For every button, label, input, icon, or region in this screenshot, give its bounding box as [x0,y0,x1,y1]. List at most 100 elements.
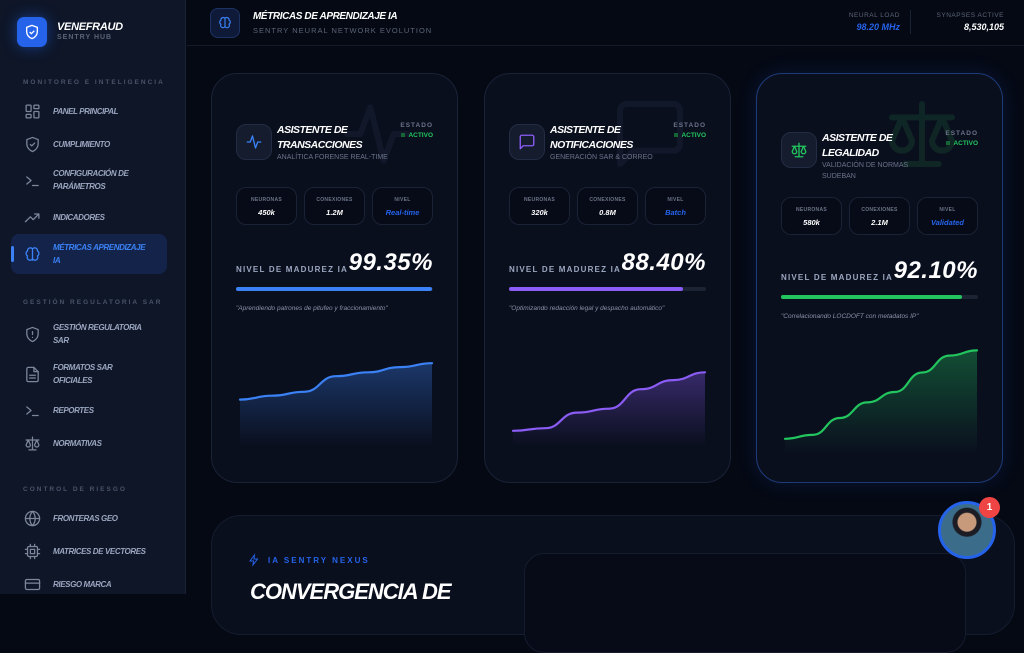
file-icon [11,366,53,383]
sidebar-item-label: PANEL PRINCIPAL [53,106,119,116]
sidebar-item-label: CONFIGURACIÓN DE PARÁMETROS [53,169,129,191]
shield-check-icon [11,136,53,153]
page-subtitle: SENTRY NEURAL NETWORK EVOLUTION [253,26,433,35]
trending-up-icon [11,209,53,226]
sidebar-item-label: REPORTES [53,405,94,415]
level-value: Real-time [385,208,420,217]
sidebar-item-cumplimiento[interactable]: CUMPLIMIENTO [11,134,167,154]
card-quote: "Optimizando redacción legal y despacho … [509,305,665,312]
trend-line [511,371,707,432]
trend-sparkline [511,371,707,446]
status-label: ESTADO [673,122,706,129]
neurons-stat: NEURONAS 580k [781,197,842,235]
status-badge: ACTIVO [400,132,433,139]
ai-assistant-card[interactable]: ASISTENTE DE LEGALIDAD VALIDACIÓN DE NOR… [756,73,1003,483]
maturity-progress-bar [236,287,433,291]
sidebar-section-title: CONTROL DE RIESGO [23,486,127,493]
trend-area [240,363,432,446]
neurons-label: NEURONAS [795,207,827,213]
sidebar-section-title: MONITOREO E INTELIGENCIA [23,79,165,86]
connections-stat: CONEXIONES 0.8M [577,187,638,225]
scale-icon [11,435,53,452]
trend-sparkline [238,362,434,446]
card-subtitle: GENERACIÓN SAR & CORREO [550,154,653,161]
logo-shield-icon[interactable] [17,17,47,47]
status-badge: ACTIVO [945,140,978,147]
sidebar-item-label: MATRICES DE VECTORES [53,546,146,556]
notification-badge[interactable]: 1 [979,497,1000,518]
trend-sparkline [783,349,979,454]
sidebar-item-panel-principal[interactable]: PANEL PRINCIPAL [11,101,167,121]
sidebar-item-reportes[interactable]: REPORTES [11,400,167,420]
synapses-value: 8,530,105 [963,22,1004,32]
neurons-value: 580k [803,218,820,227]
maturity-label: NIVEL DE MADUREZ IA [781,273,893,282]
sidebar-item-indicadores[interactable]: INDICADORES [11,207,167,227]
sidebar-item-configuración-de-parámetros[interactable]: CONFIGURACIÓN DE PARÁMETROS [11,169,167,191]
brain-icon [11,246,53,263]
trend-line [783,349,979,440]
grid-icon [11,103,53,120]
brand-name: VENEFRAUD [57,21,123,33]
maturity-value: 92.10% [893,257,978,284]
sidebar-item-label: INDICADORES [53,212,105,222]
neurons-stat: NEURONAS 320k [509,187,570,225]
sidebar-item-label: MÉTRICAS APRENDIZAJE IA [53,243,146,265]
globe-icon [11,510,53,527]
status: ESTADO ACTIVO [673,122,706,139]
sidebar-item-label: NORMATIVAS [53,438,102,448]
status-label: ESTADO [945,130,978,137]
sidebar-item-label: FORMATOS SAR OFICIALES [53,363,113,385]
neurons-stat: NEURONAS 450k [236,187,297,225]
sidebar-item-label: FRONTERAS GEO [53,513,118,523]
sidebar-item-normativas[interactable]: NORMATIVAS [11,433,167,453]
sidebar-item-matrices-de-vectores[interactable]: MATRICES DE VECTORES [11,541,167,561]
sidebar-item-gestión-regulatoria-sar[interactable]: GESTIÓN REGULATORIA SAR [11,323,167,345]
nexus-label-row: IA SENTRY NEXUS [248,553,370,567]
shield-alert-icon [11,326,53,343]
card-icon [11,576,53,593]
level-label: NIVEL [667,197,684,203]
sidebar-item-métricas-aprendizaje-ia[interactable]: MÉTRICAS APRENDIZAJE IA [11,234,167,274]
nexus-inner-panel [524,553,966,653]
nexus-heading: CONVERGENCIA DE [250,579,452,604]
level-label: NIVEL [939,207,956,213]
page-title: MÉTRICAS DE APRENDIZAJE IA [253,11,398,22]
trend-area [785,350,977,454]
scale-icon-background [882,94,962,179]
sidebar-item-label: RIESGO MARCA [53,579,112,589]
connections-stat: CONEXIONES 2.1M [849,197,910,235]
neural-load-label: NEURAL LOAD [848,12,900,19]
card-subtitle: VALIDACIÓN DE NORMAS SUDEBAN [822,162,909,180]
terminal-icon [11,172,53,189]
activity-icon [236,124,272,160]
card-title: ASISTENTE DE TRANSACCIONES [277,124,363,151]
activity-icon-background [337,94,417,179]
header: MÉTRICAS DE APRENDIZAJE IA SENTRY NEURAL… [187,0,1024,46]
ai-assistant-card[interactable]: ASISTENTE DE NOTIFICACIONES GENERACIÓN S… [484,73,731,483]
message-icon [509,124,545,160]
connections-label: CONEXIONES [589,197,626,203]
status-badge: ACTIVO [673,132,706,139]
card-quote: "Aprendiendo patrones de pitufeo y fracc… [236,305,388,312]
nexus-panel: IA SENTRY NEXUS CONVERGENCIA DE [211,515,1015,653]
sidebar-item-formatos-sar-oficiales[interactable]: FORMATOS SAR OFICIALES [11,363,167,385]
scale-icon [781,132,817,168]
cpu-icon [11,543,53,560]
level-stat: NIVEL Validated [917,197,978,235]
sidebar-section-title: GESTIÓN REGULATORIA SAR [23,299,163,306]
sidebar-item-riesgo-marca[interactable]: RIESGO MARCA [11,574,167,594]
sidebar: VENEFRAUD SENTRY HUB MONITOREO E INTELIG… [0,0,186,594]
ai-assistant-card[interactable]: ASISTENTE DE TRANSACCIONES ANALÍTICA FOR… [211,73,458,483]
message-icon-background [610,94,690,179]
connections-label: CONEXIONES [316,197,353,203]
level-stat: NIVEL Batch [645,187,706,225]
neural-load-stat: NEURAL LOAD 98.20 MHz [849,12,900,32]
maturity-value: 99.35% [348,249,433,276]
level-value: Batch [665,208,686,217]
status-label: ESTADO [400,122,433,129]
sidebar-item-fronteras-geo[interactable]: FRONTERAS GEO [11,508,167,528]
status: ESTADO ACTIVO [945,130,978,147]
connections-value: 1.2M [326,208,343,217]
level-label: NIVEL [394,197,411,203]
